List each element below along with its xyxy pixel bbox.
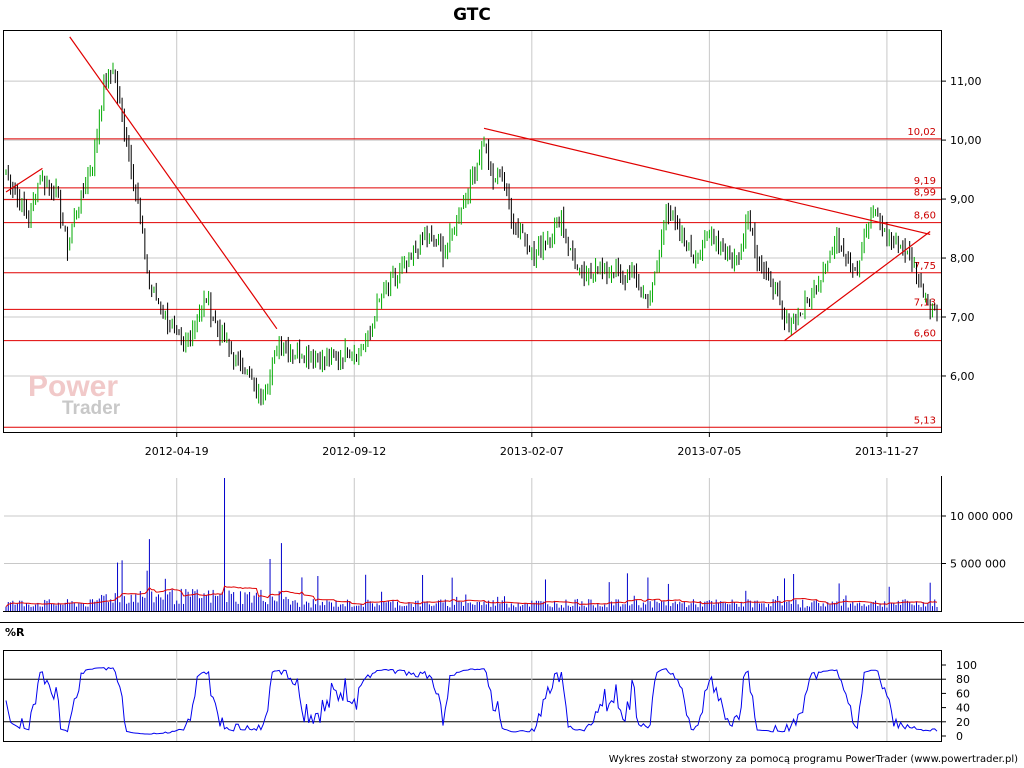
wr-y-tick-label: 40 (956, 702, 970, 715)
price-panel-frame (3, 30, 942, 433)
price-y-axis: 6,00 7,00 8,00 9,00 10,00 11,00 (941, 75, 982, 383)
price-x-axis: 2012-04-19 2012-09-12 2013-02-07 2013-07-05… (145, 432, 919, 458)
level-label: 8,99 (914, 188, 936, 199)
footer-credit: Wykres został stworzony za pomocą progra… (608, 754, 1018, 765)
volume-ma-line (5, 585, 938, 608)
price-levels: 10,02 9,198,99 8,60 7,75 7,13 6,60 5,13 (4, 127, 941, 428)
price-x-tick-label: 2013-11-27 (855, 445, 919, 458)
wr-guide-lines (4, 651, 941, 741)
wr-panel-frame (3, 650, 942, 742)
volume-y-axis: 5 000 000 10 000 000 (941, 510, 1013, 571)
volume-moving-average (5, 585, 938, 608)
price-panel: 10,02 9,198,99 8,60 7,75 7,13 6,60 5,13 Power … (3, 5, 982, 458)
wr-line (5, 667, 938, 735)
price-y-tick-label: 9,00 (950, 193, 975, 206)
volume-panel: 5 000 000 10 000 000 (3, 476, 1013, 612)
volume-y-tick-label: 10 000 000 (950, 510, 1013, 523)
wr-y-tick-label: 0 (956, 730, 963, 743)
price-y-tick-label: 6,00 (950, 370, 975, 383)
chart-title: GTC (453, 5, 491, 25)
volume-y-tick-label: 5 000 000 (950, 558, 1006, 571)
price-x-tick-label: 2012-04-19 (145, 445, 209, 458)
price-x-tick-label: 2013-07-05 (677, 445, 741, 458)
trendline (784, 231, 931, 342)
price-candles (5, 62, 938, 406)
trendlines (5, 36, 931, 342)
level-label: 5,13 (914, 415, 936, 426)
wr-y-tick-label: 100 (956, 659, 977, 672)
watermark-power: Power (28, 370, 118, 403)
trendline (69, 36, 278, 330)
level-label: 6,60 (914, 329, 936, 340)
trendline (5, 167, 43, 193)
level-label: 10,02 (907, 127, 936, 138)
price-x-tick-label: 2013-02-07 (500, 445, 564, 458)
price-y-tick-label: 11,00 (950, 75, 982, 88)
watermark: Power Trader (28, 370, 121, 419)
price-y-tick-label: 7,00 (950, 311, 975, 324)
price-grid (4, 31, 941, 432)
price-x-tick-label: 2012-09-12 (322, 445, 386, 458)
level-label: 9,19 (914, 176, 936, 187)
wr-title: %R (5, 626, 25, 639)
wr-y-tick-label: 20 (956, 716, 970, 729)
price-y-tick-label: 8,00 (950, 252, 975, 265)
level-label: 7,13 (914, 297, 936, 308)
level-label: 8,60 (914, 211, 936, 222)
watermark-trader: Trader (62, 398, 121, 419)
wr-series-line (5, 667, 938, 735)
wr-y-tick-label: 80 (956, 673, 970, 686)
trendline (483, 127, 931, 236)
volume-grid (4, 478, 941, 611)
level-label: 7,75 (914, 261, 936, 272)
wr-y-tick-label: 60 (956, 687, 970, 700)
price-y-tick-label: 10,00 (950, 134, 982, 147)
volume-bars (5, 478, 938, 611)
